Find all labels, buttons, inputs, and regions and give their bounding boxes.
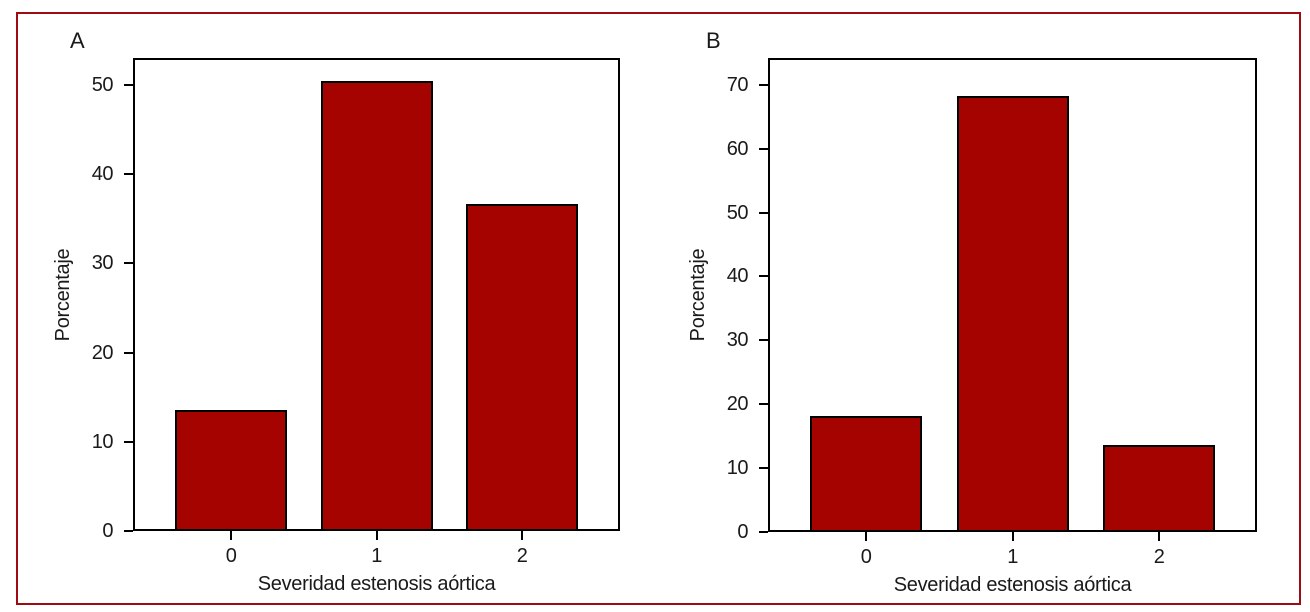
y-axis-tick [759,339,768,342]
y-axis-tick [124,83,133,86]
x-axis-tick [521,531,523,540]
y-axis-tick [124,440,133,443]
y-axis-tick [759,147,768,150]
x-tick-label: 0 [225,545,237,567]
x-axis-tick [375,531,378,540]
y-axis-tick [759,211,768,214]
y-axis-tick [124,262,133,265]
x-tick-label: 1 [371,545,382,567]
y-axis-tick [124,173,133,176]
y-axis-tick [124,530,133,532]
y-tick-label: 40 [726,265,749,288]
x-axis-title: Severidad estenosis aórtica [257,573,496,595]
y-axis-tick [759,275,768,278]
y-axis-tick [759,531,768,533]
y-tick-label: 60 [726,137,749,160]
x-axis-title: Severidad estenosis aórtica [893,574,1132,596]
bar [320,81,433,531]
x-tick-label: 1 [1007,546,1018,568]
y-tick-label: 30 [91,252,114,275]
x-tick-label: 2 [516,545,528,567]
bar [466,204,578,531]
y-tick-label: 50 [91,73,114,96]
y-tick-label: 20 [726,393,749,416]
y-axis-title: Porcentaje [687,248,709,342]
x-axis-tick [865,532,867,541]
y-tick-label: 50 [726,201,749,224]
panel-label: B [706,28,721,53]
bar [810,415,922,532]
y-tick-label: 10 [726,457,749,480]
x-axis-tick [1158,532,1160,541]
y-axis-title: Porcentaje [52,248,74,341]
y-tick-label: 10 [91,430,114,453]
y-tick-label: 0 [737,521,748,543]
bar [956,96,1069,532]
x-axis-tick [230,531,232,540]
bar [1103,445,1215,532]
figure-border [16,12,1301,605]
y-axis-tick [759,467,768,470]
panel-label: A [70,28,85,53]
y-axis-tick [759,403,768,406]
x-tick-label: 0 [860,546,872,568]
x-axis-tick [1011,532,1014,541]
y-tick-label: 20 [91,341,114,364]
bar [175,409,287,531]
y-tick-label: 70 [726,73,749,96]
y-tick-label: 40 [91,163,114,186]
y-tick-label: 30 [726,329,749,352]
x-tick-label: 2 [1153,546,1165,568]
y-axis-tick [124,351,133,354]
y-axis-tick [759,83,768,86]
y-tick-label: 0 [102,520,113,542]
